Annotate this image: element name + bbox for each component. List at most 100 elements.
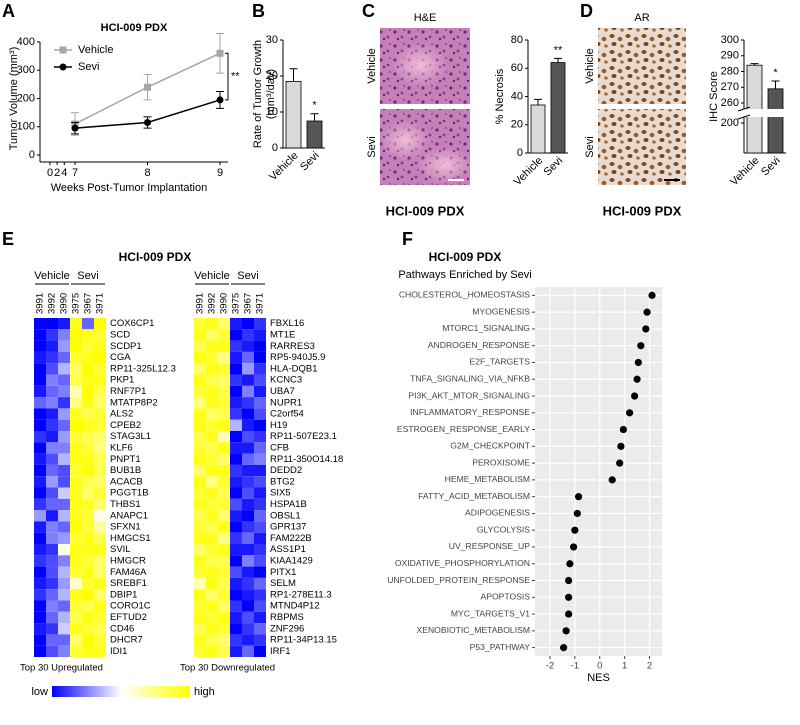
heatmap-cell (206, 600, 218, 612)
colorbar-low: low (31, 686, 48, 698)
heatmap-cell (230, 464, 242, 477)
x-tick-label: 2 (647, 661, 652, 672)
y-axis-label: Tumor Volume (mm³) (8, 47, 20, 151)
heatmap-cell (82, 385, 94, 398)
chart-title: HCI-009 PDX (119, 250, 192, 264)
heatmap-cell (70, 634, 82, 646)
gene-label: H19 (270, 420, 287, 431)
heatmap-cell (58, 385, 70, 398)
heatmap-cell (230, 634, 242, 646)
heatmap-cell (206, 577, 218, 590)
heatmap-cell (34, 566, 46, 578)
heatmap-cell (34, 510, 46, 522)
heatmap-cell (206, 442, 218, 454)
heatmap-cell (94, 521, 106, 533)
heatmap-cell (242, 351, 254, 364)
heatmap-cell (206, 510, 218, 522)
x-tick-label: 2 (54, 167, 60, 179)
sample-label: 3991 (195, 293, 206, 314)
he-necrosis-area (417, 147, 473, 183)
gene-label: ACACB (110, 476, 143, 487)
heatmap-cell (218, 487, 230, 499)
heatmap-cell (46, 374, 58, 386)
heatmap-cell (82, 611, 94, 624)
heatmap-cell (94, 453, 106, 465)
gene-label: RNF7P1 (110, 386, 146, 397)
heatmap-cell (58, 318, 70, 330)
heatmap-cell (218, 453, 230, 465)
heatmap-cell (46, 363, 58, 375)
dot (631, 392, 639, 400)
heatmap-cell (58, 431, 70, 443)
heatmap-cell (70, 487, 82, 499)
gene-label: ANAPC1 (110, 510, 148, 521)
heatmap-cell (254, 498, 266, 511)
heatmap-cell (34, 431, 46, 443)
heatmap-cell (94, 476, 106, 488)
ihc-image-vehicle (598, 28, 686, 104)
y-tick-label: 270 (721, 81, 739, 93)
y-tick-label: MYC_TARGETS_V1 (451, 608, 530, 618)
dot (608, 476, 616, 484)
y-tick-label: INFLAMMATORY_RESPONSE (410, 407, 530, 417)
y-tick-label: 20 (511, 119, 523, 131)
heatmap-cell (70, 363, 82, 375)
dot (626, 409, 634, 417)
heatmap-cell (230, 600, 242, 612)
gene-label: PKP1 (110, 375, 134, 386)
heatmap-cell (206, 498, 218, 511)
legend-label: Vehicle (78, 44, 113, 56)
heatmap-cell (206, 340, 218, 352)
heatmap-cell (230, 645, 242, 657)
x-tick-label: 1 (622, 661, 627, 672)
heatmap-cell (194, 623, 206, 635)
y-tick-label: MYOGENESIS (472, 306, 530, 316)
heatmap-cell (58, 600, 70, 612)
y-tick-label: CHOLESTEROL_HOMEOSTASIS (399, 290, 530, 300)
heatmap-cell (34, 385, 46, 398)
heatmap-cell (94, 397, 106, 409)
heatmap-cell (46, 340, 58, 352)
heatmap-cell (46, 408, 58, 420)
heatmap-cell (206, 464, 218, 477)
heatmap-cell (82, 408, 94, 420)
heatmap-cell (242, 521, 254, 533)
y-tick-label: UV_RESPONSE_UP (449, 541, 530, 551)
heatmap-cell (70, 566, 82, 578)
heatmap-cell (230, 476, 242, 488)
heatmap-cell (218, 351, 230, 364)
colorbar-high: high (194, 686, 215, 698)
heatmap-cell (230, 577, 242, 590)
gene-label: RP11-350O14.18 (270, 454, 343, 465)
y-tick-label: 80 (511, 34, 523, 46)
heatmap-cell (230, 318, 242, 330)
gene-label: KCNC3 (270, 375, 302, 386)
x-tick-label: 0 (597, 661, 602, 672)
heatmap-cell (206, 431, 218, 443)
heatmap-cell (194, 566, 206, 578)
gene-label: IRF1 (270, 646, 291, 657)
heatmap-cell (218, 464, 230, 477)
heatmap-cell (230, 611, 242, 624)
heatmap-cell (94, 340, 106, 352)
heatmap-cell (230, 532, 242, 544)
heatmap-caption: Top 30 Downregulated (180, 663, 275, 674)
heatmap-cell (206, 419, 218, 431)
heatmap-cell (206, 487, 218, 499)
heatmap-cell (94, 385, 106, 398)
dot (642, 325, 650, 333)
heatmap-cell (70, 431, 82, 443)
heatmap-cell (206, 589, 218, 601)
heatmap-cell (194, 521, 206, 533)
heatmap-cell (230, 453, 242, 465)
heatmap-cell (34, 623, 46, 635)
error-bar (554, 57, 562, 63)
error-bar (310, 113, 319, 121)
heatmap-cell (82, 521, 94, 533)
heatmap-cell (70, 577, 82, 590)
heatmap-cell (254, 329, 266, 341)
heatmap-cell (46, 419, 58, 431)
heatmap-cell (58, 408, 70, 420)
gene-label: CPEB2 (110, 420, 141, 431)
